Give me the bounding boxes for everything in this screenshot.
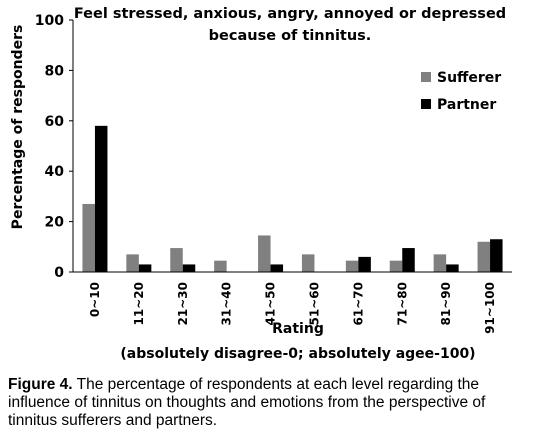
x-tick-label: 71~80: [395, 282, 409, 325]
y-tick-label: 60: [45, 114, 65, 130]
caption-text: The percentage of respondents at each le…: [8, 376, 486, 429]
legend-swatch-partner: [421, 99, 431, 109]
bar-partner-1: [138, 264, 152, 272]
x-tick-label: 61~70: [351, 282, 365, 325]
bar-sufferer-4: [258, 235, 271, 272]
y-axis-ticks: 0 20 40 60 80 100: [35, 13, 73, 281]
chart-title-line-2: because of tinnitus.: [209, 28, 372, 44]
bar-sufferer-8: [433, 254, 447, 272]
x-axis-label-note: (absolutely disagree-0; absolutely agee-…: [120, 346, 475, 362]
x-tick-label: 51~60: [307, 282, 321, 325]
bar-partner-4: [270, 264, 284, 272]
y-tick-label: 100: [35, 13, 64, 29]
bar-sufferer-0: [82, 203, 95, 272]
x-tick-label: 31~40: [220, 282, 234, 325]
y-tick-label: 20: [45, 215, 65, 231]
chart-title-line-1: Feel stressed, anxious, angry, annoyed o…: [74, 6, 506, 22]
y-tick-label: 0: [54, 265, 64, 281]
bar-partner-2: [182, 264, 196, 272]
bar-sufferer-5: [301, 254, 315, 272]
legend-swatch-sufferer: [421, 72, 431, 82]
bar-sufferer-7: [389, 260, 403, 272]
legend: Sufferer Partner: [421, 70, 501, 113]
x-tick-label: 91~100: [483, 282, 497, 334]
y-tick-label: 40: [45, 164, 65, 180]
figure-caption: Figure 4. The percentage of respondents …: [8, 376, 526, 430]
bars: [82, 125, 503, 272]
x-axis-label: Rating: [272, 321, 324, 337]
x-tick-label: 21~30: [176, 282, 190, 325]
bar-sufferer-1: [126, 254, 139, 272]
x-axis-ticks: 0~10 11~20 21~30 31~40 41~50 51~60 61~70 71~80 8…: [88, 282, 497, 334]
bar-partner-9: [490, 239, 503, 272]
x-tick-label: 41~50: [264, 282, 278, 325]
bar-partner-8: [446, 264, 459, 272]
y-axis-label: Percentage of responders: [10, 25, 26, 230]
legend-label-partner: Partner: [437, 97, 496, 113]
x-tick-label: 11~20: [132, 282, 146, 325]
legend-label-sufferer: Sufferer: [437, 70, 501, 86]
x-tick-label: 0~10: [88, 282, 102, 317]
bar-sufferer-2: [170, 248, 183, 272]
bar-partner-0: [94, 125, 108, 272]
bar-chart: Feel stressed, anxious, angry, annoyed o…: [10, 6, 512, 362]
bar-sufferer-9: [477, 241, 491, 272]
bar-sufferer-6: [345, 260, 359, 272]
bar-sufferer-3: [214, 260, 227, 272]
bar-partner-7: [402, 248, 415, 272]
bar-partner-6: [358, 256, 371, 272]
x-tick-label: 81~90: [439, 282, 453, 325]
y-tick-label: 80: [45, 63, 65, 79]
caption-label: Figure 4.: [8, 376, 73, 393]
